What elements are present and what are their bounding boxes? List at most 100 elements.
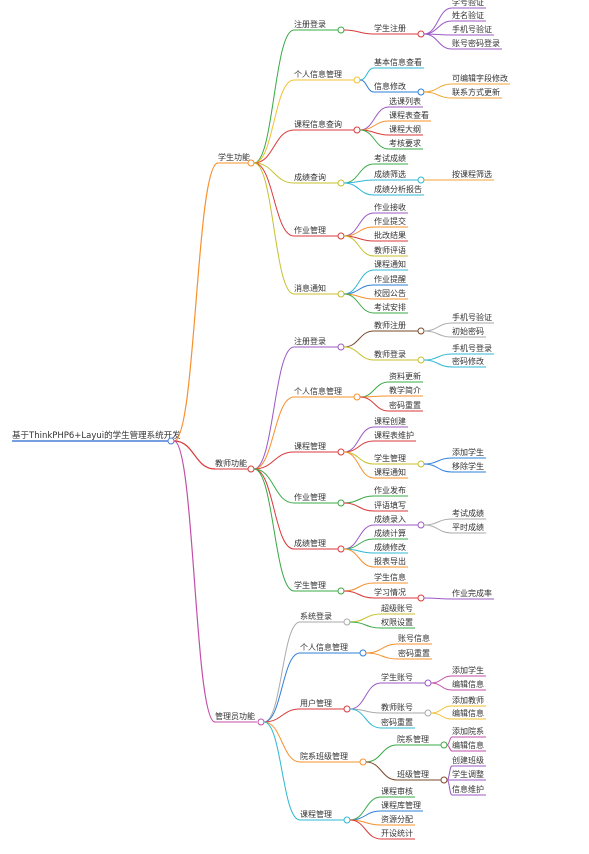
topic-l2-0-1: 个人信息管理 xyxy=(294,69,342,79)
topic-l2-1-2: 课程管理 xyxy=(294,441,326,451)
topic-l4-2-2-0-1: 编辑信息 xyxy=(452,679,484,689)
branch-l3-0-0-0 xyxy=(343,29,375,35)
branch-l3-2-2-2 xyxy=(349,708,382,729)
toggle-l3-2-3-0[interactable] xyxy=(440,741,448,749)
toggle-l2-2-2[interactable] xyxy=(343,705,351,713)
toggle-l2-0-5[interactable] xyxy=(337,290,345,298)
topic-l3-1-5-1: 学习情况 xyxy=(374,587,406,597)
toggle-l2-1-2[interactable] xyxy=(337,448,345,456)
topic-l4-1-4-0-1: 平时成绩 xyxy=(452,522,484,532)
toggle-l2-0-4[interactable] xyxy=(337,232,345,240)
toggle-l2-2-0[interactable] xyxy=(343,618,351,626)
topic-l4-1-2-2-0: 添加学生 xyxy=(452,447,484,457)
branch-l2-0-2 xyxy=(253,129,295,164)
branch-l4-2-2-0-0 xyxy=(430,675,453,684)
toggle-l3-0-3-1[interactable] xyxy=(417,176,425,184)
branch-l2-0-0 xyxy=(253,29,295,164)
topic-l2-2-2: 用户管理 xyxy=(300,698,332,708)
toggle-l2-0-2[interactable] xyxy=(353,126,361,134)
toggle-l2-1-0[interactable] xyxy=(337,343,345,351)
topic-l3-0-4-0: 作业接收 xyxy=(374,202,406,212)
topic-l3-1-1-2: 密码重置 xyxy=(389,400,421,410)
topic-l3-1-3-0: 作业发布 xyxy=(374,485,406,495)
topic-l3-0-1-0: 基本信息查看 xyxy=(374,57,422,67)
toggle-l3-2-3-1[interactable] xyxy=(440,776,448,784)
topic-l3-1-2-3: 课程通知 xyxy=(374,467,406,477)
toggle-l2-1-3[interactable] xyxy=(337,499,345,507)
branch-l3-0-3-2 xyxy=(343,182,375,196)
topic-l3-0-5-1: 作业提醒 xyxy=(374,274,406,284)
branch-l3-1-3-1 xyxy=(343,502,375,512)
topic-l4-0-1-1-0: 可编辑字段修改 xyxy=(452,73,508,83)
toggle-l3-1-4-0[interactable] xyxy=(417,521,425,529)
topic-l3-1-0-1: 教师登录 xyxy=(374,349,406,359)
branch-l3-1-2-3 xyxy=(343,451,375,479)
topic-l3-1-2-2: 学生管理 xyxy=(374,453,406,463)
topic-l2-0-3: 成绩查询 xyxy=(294,172,326,182)
branch-l3-1-4-3 xyxy=(343,548,375,568)
toggle-l3-2-2-0[interactable] xyxy=(424,679,432,687)
toggle-l3-1-0-0[interactable] xyxy=(417,327,425,335)
branch-l3-0-4-3 xyxy=(343,235,375,257)
branch-l2-0-1 xyxy=(253,79,295,164)
topic-l2-2-4: 课程管理 xyxy=(300,809,332,819)
toggle-l3-1-0-1[interactable] xyxy=(417,356,425,364)
topic-l3-0-3-0: 考试成绩 xyxy=(374,153,406,163)
branch-l1-0 xyxy=(173,162,219,442)
topic-l2-1-4: 成绩管理 xyxy=(294,538,326,548)
topic-l1-2: 管理员功能 xyxy=(215,711,255,721)
branch-l3-2-2-0 xyxy=(349,682,382,710)
topic-l3-2-0-0: 超级账号 xyxy=(381,603,413,613)
topic-l4-2-2-1-1: 编辑信息 xyxy=(452,708,484,718)
branch-l4-1-2-2-1 xyxy=(423,463,453,473)
toggle-l3-1-5-1[interactable] xyxy=(417,594,425,602)
branch-l2-1-2 xyxy=(253,451,295,470)
branch-l2-0-4 xyxy=(253,162,295,237)
topic-l1-0: 学生功能 xyxy=(218,152,250,162)
branch-l3-1-3-0 xyxy=(343,495,375,504)
branch-l3-1-2-0 xyxy=(343,426,375,453)
branch-l2-1-3 xyxy=(253,468,295,504)
toggle-l2-1-1[interactable] xyxy=(353,393,361,401)
branch-l4-0-0-0-1 xyxy=(423,20,453,35)
branch-l3-1-0-1 xyxy=(343,346,375,361)
branch-l4-0-0-0-3 xyxy=(423,33,453,50)
branch-l3-1-5-0 xyxy=(343,582,375,592)
topic-l3-1-1-1: 教学简介 xyxy=(389,385,421,395)
topic-l2-0-2: 课程信息查询 xyxy=(294,119,342,129)
toggle-l1-1[interactable] xyxy=(247,465,255,473)
branch-l2-1-4 xyxy=(253,468,295,550)
toggle-l2-2-1[interactable] xyxy=(359,649,367,657)
branch-l3-2-3-1 xyxy=(365,761,398,781)
topic-l3-1-4-3: 报表导出 xyxy=(374,556,406,566)
toggle-l3-1-2-2[interactable] xyxy=(417,460,425,468)
branch-l3-0-1-1 xyxy=(359,79,375,93)
topic-l3-0-3-1: 成绩筛选 xyxy=(374,169,406,179)
toggle-l2-0-0[interactable] xyxy=(337,26,345,34)
branch-l3-0-2-0 xyxy=(359,106,390,131)
topic-l4-0-3-1-0: 按课程筛选 xyxy=(452,169,492,179)
toggle-l3-0-0-0[interactable] xyxy=(417,30,425,38)
toggle-l3-2-2-1[interactable] xyxy=(424,709,432,717)
topic-l4-0-0-0-2: 手机号验证 xyxy=(452,24,492,34)
toggle-l3-0-1-1[interactable] xyxy=(417,88,425,96)
toggle-l2-2-3[interactable] xyxy=(359,758,367,766)
topic-l4-1-0-0-0: 手机号验证 xyxy=(452,312,492,322)
toggle-l2-0-1[interactable] xyxy=(353,76,361,84)
branch-l3-0-2-3 xyxy=(359,129,390,150)
toggle-l1-0[interactable] xyxy=(247,159,255,167)
topic-l2-1-5: 学生管理 xyxy=(294,580,326,590)
topic-l2-2-0: 系统登录 xyxy=(300,611,332,621)
toggle-l2-0-3[interactable] xyxy=(337,179,345,187)
toggle-l2-1-4[interactable] xyxy=(337,545,345,553)
toggle-l2-2-4[interactable] xyxy=(343,816,351,824)
topic-l3-2-1-0: 账号信息 xyxy=(398,633,430,643)
root-toggle[interactable] xyxy=(167,437,175,445)
toggle-l1-2[interactable] xyxy=(257,718,265,726)
branch-l4-0-1-1-1 xyxy=(423,91,453,99)
branch-l4-1-4-0-1 xyxy=(423,524,453,534)
topic-l3-2-4-2: 资源分配 xyxy=(381,814,413,824)
topic-l4-2-3-0-0: 添加院系 xyxy=(452,726,484,736)
toggle-l2-1-5[interactable] xyxy=(337,587,345,595)
topic-l3-0-2-1: 课程表查看 xyxy=(389,110,429,120)
